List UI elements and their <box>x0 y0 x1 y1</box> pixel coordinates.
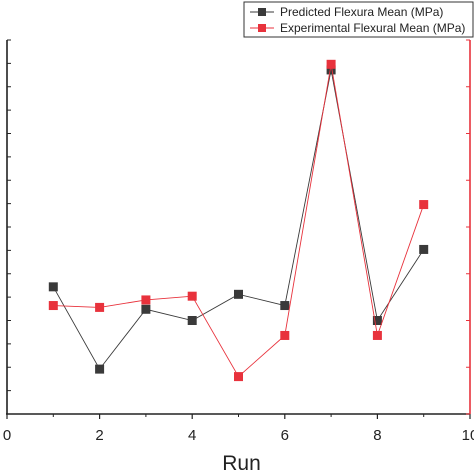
data-point <box>141 304 151 314</box>
series-2 <box>48 59 429 382</box>
legend: Predicted Flexura Mean (MPa) Experimental… <box>243 1 474 38</box>
data-point <box>95 364 105 374</box>
data-point <box>234 372 243 382</box>
legend-box <box>243 1 474 38</box>
x-tick-label: 0 <box>3 427 11 444</box>
data-point <box>326 59 336 69</box>
series-1 <box>48 65 429 374</box>
data-point <box>234 289 243 299</box>
left-y-axis-ticks <box>7 39 11 415</box>
x-tick-label: 4 <box>188 427 196 444</box>
x-tick-label: 8 <box>373 427 381 444</box>
data-point <box>326 65 336 75</box>
data-point <box>187 291 197 301</box>
legend-marker <box>258 8 266 16</box>
data-point <box>419 200 429 210</box>
x-tick-label: 6 <box>281 427 289 444</box>
legend-label: Experimental Flexural Mean (MPa) <box>280 21 465 35</box>
data-point <box>280 330 290 340</box>
data-point <box>48 301 58 311</box>
data-point <box>141 295 151 305</box>
plot-frame <box>6 40 471 415</box>
series-line <box>53 64 425 378</box>
data-point <box>280 301 290 311</box>
legend-marker <box>258 24 266 32</box>
data-point <box>187 316 197 325</box>
x-axis-title: Run <box>222 452 261 474</box>
data-point <box>372 330 382 340</box>
series-layer <box>48 59 429 382</box>
series-line <box>52 69 425 370</box>
x-tick-label: 2 <box>95 427 103 444</box>
data-point <box>48 282 58 292</box>
x-tick-label: 10 <box>462 427 474 444</box>
legend-item: Predicted Flexura Mean (MPa) <box>250 5 443 19</box>
x-axis-ticks: 0 2 4 6 8 10 <box>3 414 474 444</box>
legend-label: Predicted Flexura Mean (MPa) <box>280 5 443 19</box>
right-y-axis-ticks <box>466 39 470 415</box>
legend-item: Experimental Flexural Mean (MPa) <box>250 21 465 35</box>
data-point <box>95 302 105 312</box>
data-point <box>372 316 382 325</box>
data-point <box>419 244 429 254</box>
